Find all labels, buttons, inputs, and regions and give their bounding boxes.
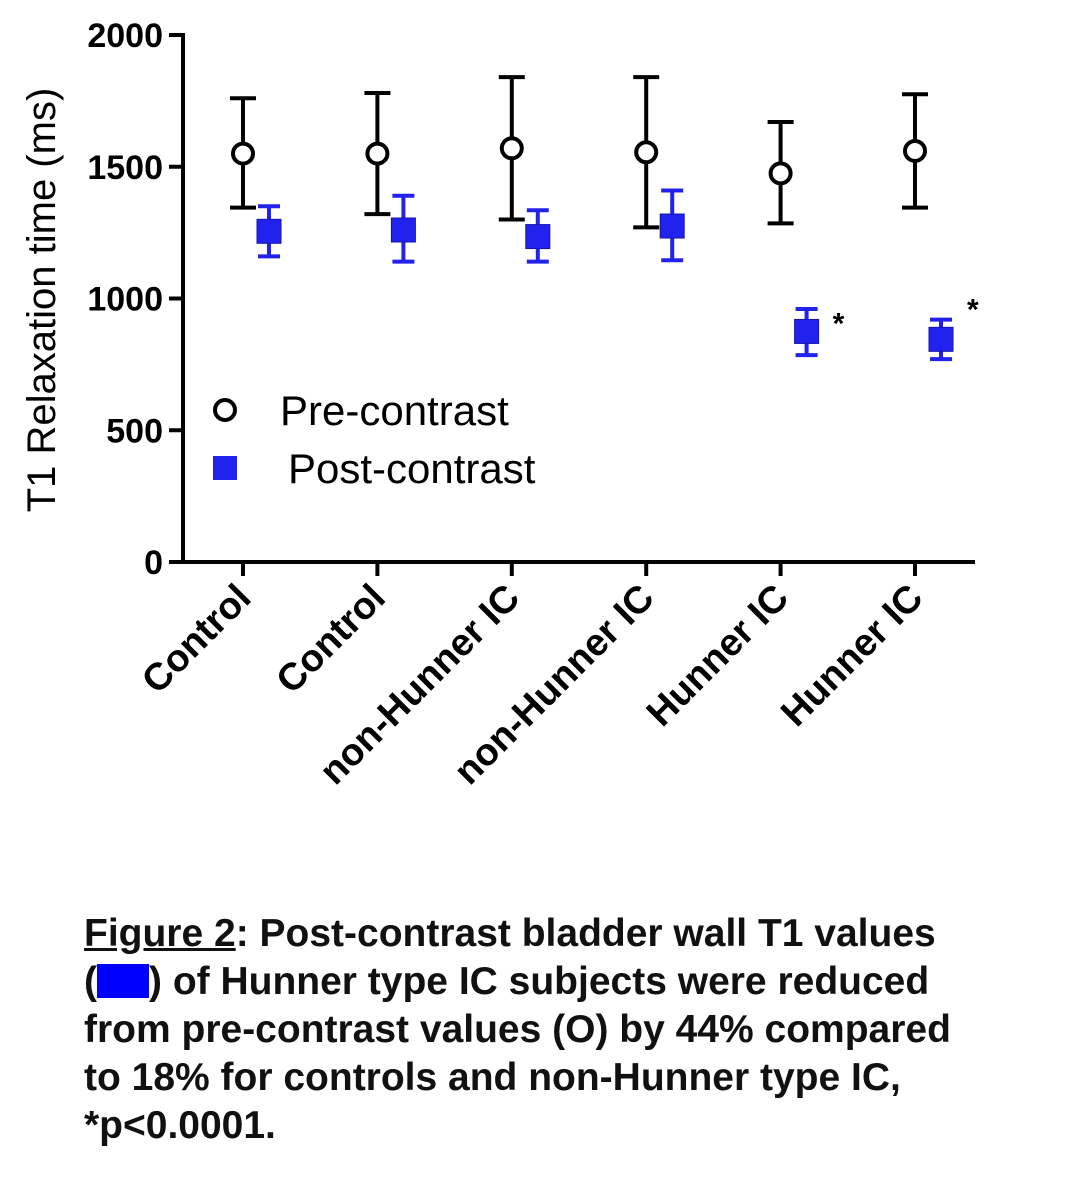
blue-square-swatch (97, 964, 149, 998)
x-tick-label: Hunner IC (773, 577, 931, 735)
legend-marker (213, 398, 237, 422)
legend-item-pre-contrast: Pre-contrast (213, 387, 509, 434)
data-point (903, 138, 927, 163)
legend-label: Pre-contrast (280, 387, 509, 434)
legend-marker (213, 456, 237, 480)
data-point (525, 224, 551, 250)
chart-marks: * * (230, 75, 979, 362)
y-tick-label: 0 (144, 544, 163, 582)
x-tick-label: Hunner IC (639, 577, 797, 735)
significance-marker: * (967, 293, 979, 326)
caption-line-4: to 18% for controls and non-Hunner type … (84, 1056, 901, 1099)
caption-line-1: Figure 2: Post-contrast bladder wall T1 … (84, 912, 936, 955)
series-post-contrast: * * (256, 188, 979, 362)
data-point (390, 217, 416, 243)
data-point (499, 136, 524, 161)
figure-caption: Figure 2: Post-contrast bladder wall T1 … (84, 910, 1069, 1150)
data-point (768, 161, 793, 186)
y-tick-label: 2000 (87, 17, 163, 55)
data-point (794, 318, 820, 344)
x-tick-label: Control (269, 577, 394, 702)
data-point (659, 213, 685, 239)
legend-item-post-contrast: Post-contrast (213, 445, 536, 492)
caption-line-2: () of Hunner type IC subjects were reduc… (84, 960, 930, 1003)
caption-line-5: *p<0.0001. (84, 1104, 276, 1147)
legend: Pre-contrast Post-contrast (213, 387, 536, 492)
y-tick-label: 500 (106, 412, 163, 450)
series-pre-contrast (230, 75, 928, 230)
significance-marker: * (833, 307, 845, 340)
data-point (365, 141, 390, 166)
legend-label: Post-contrast (288, 445, 536, 492)
y-axis-title: T1 Relaxation time (ms) (20, 88, 64, 513)
y-tick-label: 1000 (87, 281, 163, 319)
data-point (634, 140, 659, 165)
data-point (928, 326, 954, 352)
caption-figure-ref: Figure 2 (84, 912, 236, 955)
x-tick-label: Control (134, 577, 259, 702)
y-tick-label: 1500 (87, 149, 163, 187)
data-point (231, 141, 255, 166)
caption-line-3: from pre-contrast values (O) by 44% comp… (84, 1008, 951, 1051)
data-point (256, 218, 282, 244)
